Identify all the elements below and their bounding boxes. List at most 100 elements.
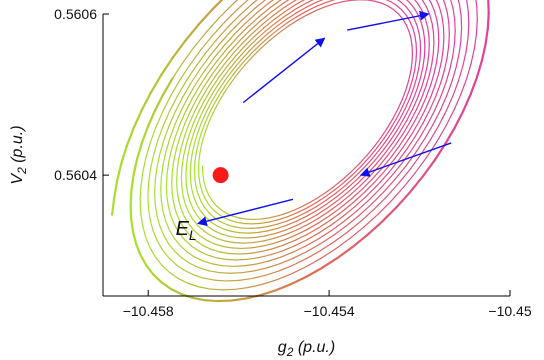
trajectory-segment: [172, 61, 184, 79]
trajectory-segment: [262, 278, 278, 285]
trajectory-segment: [414, 35, 417, 45]
trajectory-segment: [350, 163, 360, 173]
trajectory-segment: [295, 6, 308, 14]
trajectory-segment: [229, 219, 238, 223]
trajectory-segment: [387, 5, 395, 11]
trajectory-segment: [411, 69, 416, 81]
trajectory-segment: [232, 215, 240, 219]
trajectory-segment: [218, 271, 231, 274]
trajectory-segment: [218, 251, 230, 255]
trajectory-segment: [248, 283, 264, 288]
trajectory-segment: [315, 6, 326, 12]
trajectory-segment: [223, 228, 233, 232]
trajectory-segment: [180, 166, 183, 179]
trajectory-segment: [386, 129, 395, 141]
trajectory-segment: [342, 0, 353, 3]
trajectory-segment: [149, 219, 154, 232]
trajectory-segment: [256, 230, 268, 234]
trajectory-segment: [296, 207, 308, 214]
trajectory-segment: [204, 39, 217, 55]
trajectory-segment: [458, 39, 462, 55]
trajectory-segment: [338, 194, 351, 205]
trajectory-segment: [369, 165, 380, 177]
trajectory-segment: [252, 47, 262, 57]
trajectory-segment: [242, 53, 252, 64]
trajectory-segment: [414, 0, 419, 5]
trajectory-segment: [253, 27, 265, 38]
trajectory-segment: [181, 156, 185, 168]
trajectory-segment: [211, 90, 219, 103]
trajectory-segment: [184, 239, 192, 247]
trajectory-segment: [193, 229, 201, 237]
trajectory-segment: [213, 78, 223, 91]
trajectory-segment: [422, 56, 425, 68]
trajectory-segment: [239, 2, 254, 16]
y-axis-label-main: V: [9, 173, 26, 185]
trajectory-segment: [168, 149, 173, 163]
trajectory-segment: [222, 33, 235, 48]
trajectory-segment: [148, 168, 152, 183]
trajectory-segment: [171, 159, 175, 173]
trajectory-segment: [271, 2, 284, 13]
trajectory-segment: [424, 64, 428, 77]
trajectory-segment: [230, 297, 247, 302]
trajectory-segment: [249, 20, 262, 32]
trajectory-segment: [174, 96, 184, 112]
trajectory-segment: [305, 0, 314, 4]
trajectory-segment: [203, 230, 211, 236]
trajectory-segment: [241, 33, 253, 45]
trajectory-segment: [386, 117, 394, 129]
trajectory-segment: [235, 258, 248, 261]
trajectory-segment: [267, 29, 279, 38]
trajectory-segment: [182, 195, 187, 206]
trajectory-segment: [147, 207, 151, 221]
trajectory-segment: [207, 194, 213, 202]
trajectory-segment: [149, 154, 155, 170]
trajectory-segment: [334, 181, 345, 191]
trajectory-segment: [198, 176, 201, 185]
trajectory-segment: [250, 44, 261, 55]
trajectory-segment: [185, 66, 196, 83]
trajectory-segment: [283, 234, 296, 241]
trajectory-segment: [389, 130, 398, 142]
trajectory-segment: [424, 123, 434, 140]
trajectory-segment: [405, 79, 410, 91]
trajectory-segment: [295, 220, 308, 227]
trajectory-segment: [231, 43, 243, 55]
trajectory-segment: [276, 18, 288, 28]
trajectory-segment: [250, 245, 263, 249]
trajectory-segment: [437, 39, 440, 52]
trajectory-segment: [436, 50, 439, 63]
trajectory-segment: [212, 102, 219, 114]
trajectory-segment: [321, 256, 339, 269]
trajectory-segment: [296, 203, 308, 210]
trajectory-segment: [294, 224, 308, 232]
trajectory-segment: [162, 94, 172, 112]
trajectory-segment: [187, 144, 191, 156]
trajectory-segment: [412, 77, 418, 90]
trajectory-segment: [204, 111, 211, 124]
trajectory-segment: [440, 82, 447, 97]
trajectory-segment: [421, 159, 436, 179]
trajectory-segment: [225, 258, 237, 261]
trajectory-segment: [175, 264, 186, 271]
trajectory-segment: [186, 251, 195, 258]
trajectory-segment: [264, 232, 276, 237]
trajectory-segment: [360, 156, 370, 167]
trajectory-segment: [305, 202, 317, 209]
trajectory-segment: [229, 73, 239, 85]
trajectory-segment: [434, 83, 442, 98]
trajectory-segment: [215, 204, 222, 211]
trajectory-segment: [155, 110, 164, 127]
trajectory-segment: [180, 97, 189, 112]
trajectory-segment: [185, 154, 189, 166]
trajectory-segment: [147, 194, 150, 209]
trajectory-segment: [475, 0, 478, 7]
trajectory-segment: [260, 10, 273, 22]
trajectory-segment: [354, 195, 368, 208]
trajectory-segment: [209, 234, 219, 240]
trajectory-segment: [370, 191, 385, 205]
trajectory-segment: [442, 36, 445, 50]
trajectory-segment: [420, 66, 424, 78]
trajectory-segment: [266, 25, 278, 35]
